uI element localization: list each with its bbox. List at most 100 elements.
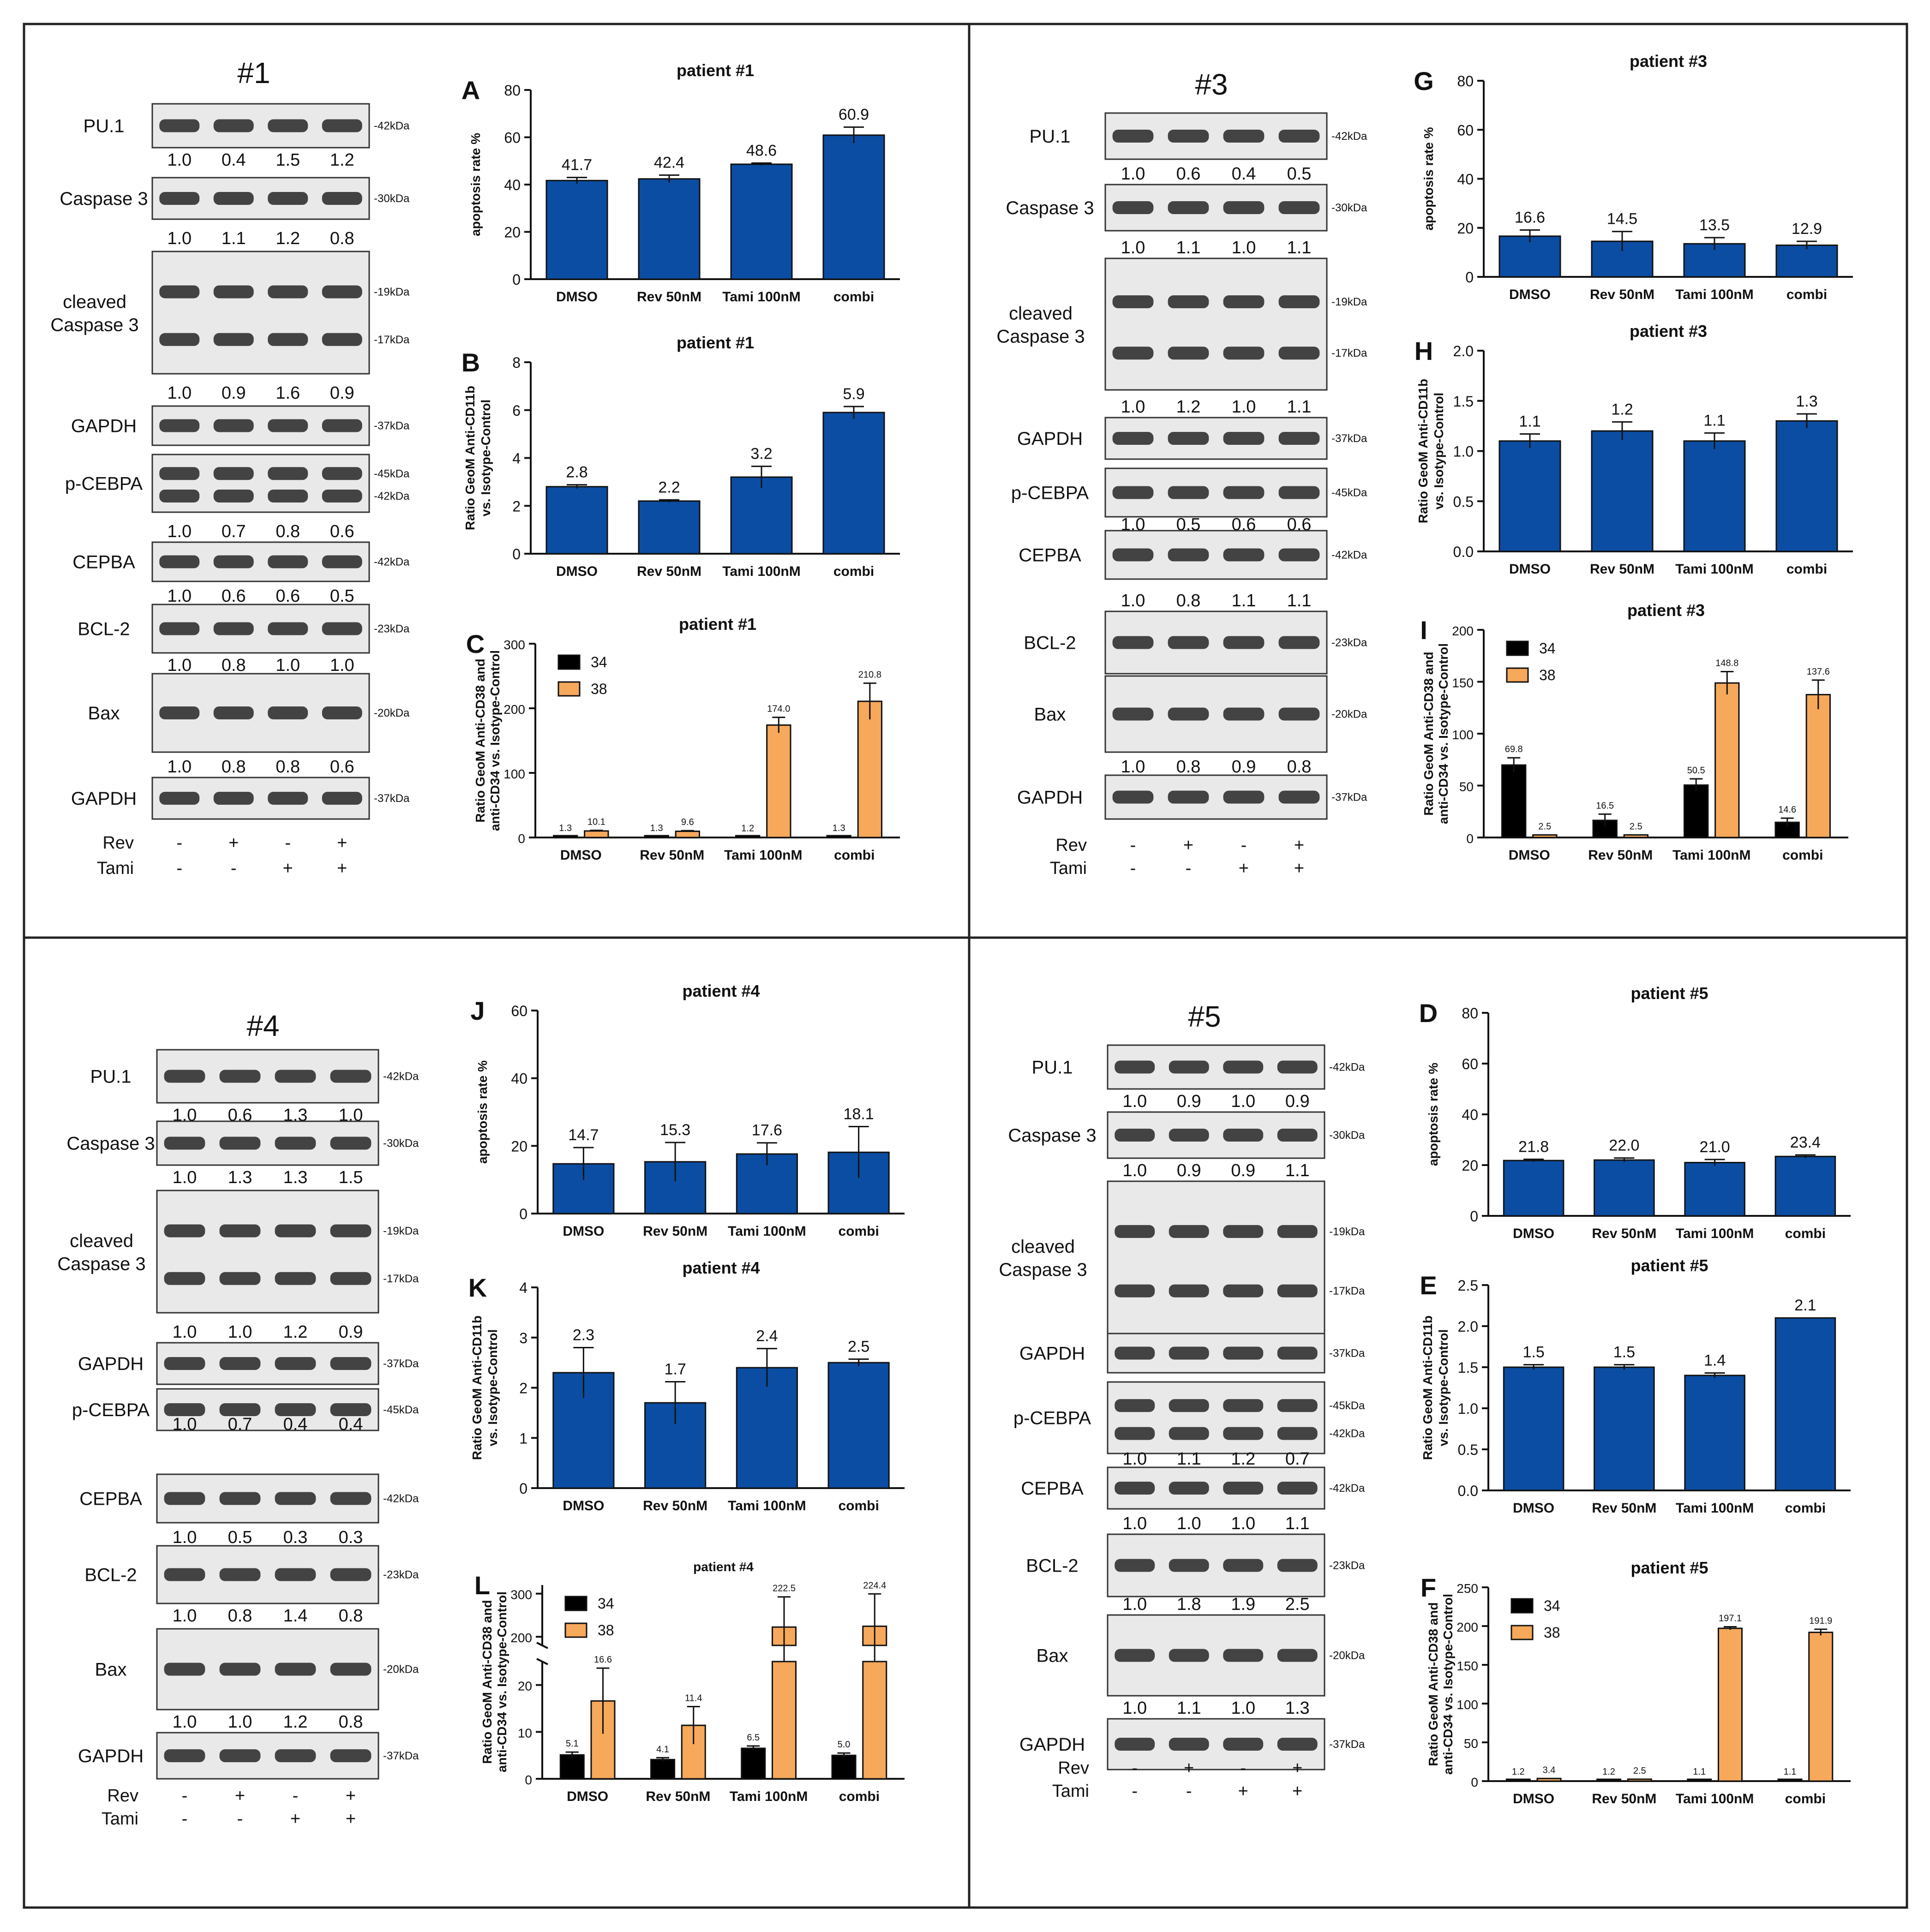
protein-band — [1223, 347, 1265, 360]
x-tick-label: Rev 50nM — [1592, 1501, 1656, 1516]
kda-label: -37kDa — [1331, 432, 1367, 445]
x-tick-label: Rev 50nM — [1590, 287, 1654, 302]
kda-label: -42kDa — [383, 1071, 419, 1083]
quant-value: 0.5 — [228, 1528, 252, 1547]
protein-label: PU.1 — [1030, 126, 1071, 147]
y-tick-label: 300 — [503, 638, 525, 652]
x-tick-label: combi — [1786, 562, 1827, 577]
protein-band — [213, 706, 254, 719]
protein-label: GAPDH — [71, 789, 137, 809]
kda-label: -42kDa — [1329, 1428, 1365, 1440]
quant-value: 0.7 — [1285, 1449, 1310, 1469]
protein-band — [1277, 1129, 1318, 1142]
protein-band — [213, 192, 254, 205]
x-tick-label: combi — [1782, 848, 1823, 863]
protein-band — [1112, 790, 1154, 804]
protein-band — [1223, 790, 1265, 804]
quant-value: 0.5 — [1287, 164, 1312, 184]
protein-band — [1168, 486, 1209, 499]
treatment-sign: + — [228, 833, 239, 853]
protein-band — [275, 1492, 316, 1505]
protein-band — [1277, 1284, 1318, 1298]
y-axis-label-line: Ratio GeoM Anti-CD38 and — [1426, 1602, 1440, 1766]
protein-band — [1223, 707, 1265, 721]
quant-value: 1.3 — [228, 1168, 252, 1187]
treatment-sign: - — [1240, 1759, 1246, 1778]
bar — [1501, 764, 1527, 838]
protein-label: BCL-2 — [84, 1565, 137, 1585]
legend-label: 34 — [1539, 640, 1556, 657]
y-tick-label: 20 — [1457, 220, 1474, 237]
bar-value-label: 222.5 — [773, 1584, 796, 1594]
protein-band — [268, 467, 308, 480]
protein-band — [1223, 1284, 1264, 1298]
x-tick-label: Tami 100nM — [728, 1498, 806, 1513]
bar — [1505, 1778, 1531, 1782]
bar — [730, 476, 793, 555]
protein-band — [159, 467, 200, 480]
protein-label: Caspase 3 — [999, 1260, 1087, 1280]
treatment-sign: + — [1183, 836, 1193, 855]
quant-value: 1.4 — [283, 1606, 308, 1626]
panel-letter: L — [474, 1571, 490, 1600]
bar-value-label: 15.3 — [660, 1121, 690, 1139]
protein-band — [330, 1663, 372, 1676]
y-tick-label: 200 — [1456, 1620, 1478, 1634]
quant-value: 1.1 — [222, 229, 246, 248]
quant-value: 1.0 — [330, 656, 354, 675]
quant-value: 1.0 — [167, 757, 192, 777]
bar-value-label: 12.9 — [1792, 220, 1822, 238]
legend-label: 34 — [1544, 1597, 1560, 1614]
bar-value-label: 69.8 — [1505, 744, 1523, 754]
quant-value: 1.1 — [1285, 1514, 1310, 1533]
y-tick-label: 2 — [512, 498, 521, 514]
y-tick-label: 150 — [1456, 1659, 1478, 1673]
protein-band — [275, 1568, 316, 1581]
bar-value-label: 13.5 — [1699, 216, 1730, 234]
y-tick-label: 100 — [503, 767, 525, 781]
protein-band — [164, 1492, 205, 1505]
treatment-sign: + — [1292, 1759, 1302, 1778]
kda-label: -42kDa — [1331, 549, 1367, 562]
treatment-label: Tami — [102, 1809, 138, 1829]
protein-band — [275, 1272, 316, 1285]
quant-value: 2.5 — [1285, 1595, 1310, 1614]
y-tick-label: 60 — [504, 130, 521, 146]
y-tick-label: 0.0 — [1453, 544, 1474, 560]
bar — [1684, 784, 1709, 838]
protein-band — [213, 792, 254, 805]
protein-label: Caspase 3 — [1006, 198, 1094, 218]
protein-band — [1169, 1649, 1209, 1662]
protein-label: Caspase 3 — [1008, 1125, 1096, 1146]
protein-band — [322, 467, 362, 480]
legend-label: 34 — [598, 1595, 614, 1612]
blot-strip — [1104, 257, 1328, 391]
bar-value-label: 3.4 — [1543, 1765, 1556, 1775]
y-axis-label-line: Ratio GeoM Anti-CD38 and — [480, 1600, 494, 1764]
bar-value-label: 42.4 — [654, 154, 684, 172]
quant-value: 0.3 — [339, 1528, 363, 1547]
x-tick-label: Tami 100nM — [730, 1789, 808, 1804]
x-tick-label: combi — [834, 848, 875, 863]
protein-band — [322, 333, 362, 346]
blot-title: #1 — [237, 56, 270, 90]
treatment-sign: - — [285, 833, 291, 853]
y-axis-label-line: Ratio GeoM Anti-CD11b — [1421, 1316, 1435, 1460]
protein-band — [219, 1070, 261, 1083]
protein-band — [268, 192, 308, 205]
protein-band — [1168, 130, 1209, 143]
protein-band — [275, 1749, 316, 1762]
chart-K: 0 1 2 3 4 patient #4 K Ratio GeoM Anti-CD11b vs.… — [468, 1258, 905, 1513]
kda-label: -20kDa — [1329, 1650, 1365, 1662]
protein-band — [275, 1403, 316, 1416]
protein-band — [268, 119, 308, 132]
protein-band — [1115, 1559, 1155, 1572]
kda-label: -23kDa — [374, 623, 410, 635]
quant-value: 0.6 — [1176, 164, 1201, 184]
bar — [650, 1759, 676, 1780]
treatment-sign: - — [237, 1809, 243, 1829]
quant-value: 1.1 — [1287, 397, 1312, 417]
treatment-sign: - — [1130, 859, 1136, 878]
